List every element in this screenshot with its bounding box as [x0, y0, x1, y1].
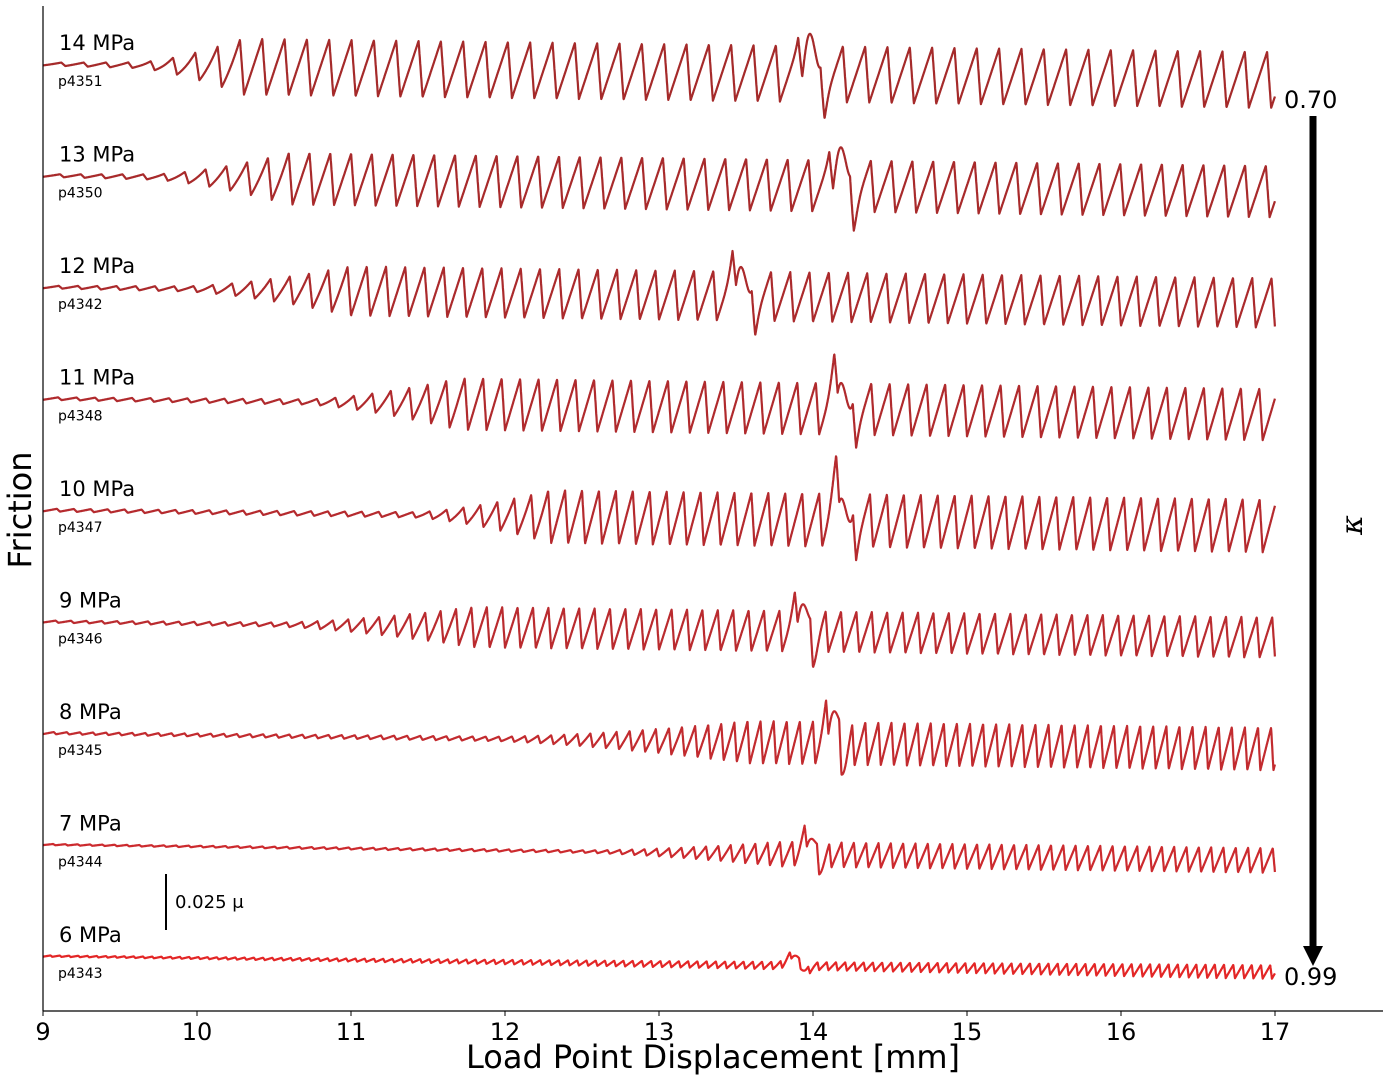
x-tick-label: 14 — [798, 1018, 829, 1046]
x-axis-label: Load Point Displacement [mm] — [466, 1038, 960, 1076]
trace-run-label: p4345 — [58, 743, 103, 759]
x-tick-label: 16 — [1106, 1018, 1137, 1046]
trace-p4344 — [42, 824, 1276, 876]
kappa-top-label: 0.70 — [1284, 86, 1337, 114]
kappa-symbol: κ — [1335, 515, 1370, 536]
trace-stress-label: 12 MPa — [59, 254, 135, 278]
x-ticks: 9 10 11 12 13 14 15 16 17 — [35, 1011, 1290, 1046]
x-tick-label: 15 — [952, 1018, 983, 1046]
trace-stress-label: 7 MPa — [59, 812, 122, 836]
traces — [42, 32, 1276, 980]
trace-p4342 — [42, 249, 1276, 336]
trace-p4345 — [42, 699, 1276, 776]
x-tick-label: 13 — [644, 1018, 675, 1046]
trace-run-label: p4343 — [58, 966, 103, 982]
trace-stress-label: 14 MPa — [59, 31, 135, 55]
trace-run-label: p4351 — [58, 74, 103, 90]
trace-stress-label: 6 MPa — [59, 923, 122, 947]
trace-run-label: p4348 — [58, 409, 103, 425]
trace-run-label: p4346 — [58, 632, 103, 648]
trace-p4350 — [42, 146, 1276, 232]
trace-stress-label: 10 MPa — [59, 477, 135, 501]
trace-labels: 14 MPa p4351 13 MPa p4350 12 MPa p4342 11 MPa p… — [58, 31, 135, 982]
trace-p4348 — [42, 353, 1276, 449]
kappa-bottom-label: 0.99 — [1284, 963, 1337, 991]
trace-p4343 — [42, 951, 1276, 980]
trace-stress-label: 13 MPa — [59, 143, 135, 167]
x-tick-label: 9 — [35, 1018, 50, 1046]
trace-run-label: p4342 — [58, 297, 103, 313]
scale-bar-label: 0.025 μ — [175, 892, 244, 913]
trace-run-label: p4350 — [58, 186, 103, 202]
trace-p4346 — [42, 591, 1276, 668]
trace-p4347 — [42, 455, 1276, 562]
kappa-arrow-head — [1303, 946, 1323, 966]
trace-stress-label: 9 MPa — [59, 589, 122, 613]
trace-p4351 — [42, 32, 1276, 119]
x-tick-label: 12 — [490, 1018, 521, 1046]
trace-run-label: p4344 — [58, 855, 103, 871]
x-tick-label: 10 — [182, 1018, 213, 1046]
x-tick-label: 17 — [1260, 1018, 1291, 1046]
trace-stress-label: 8 MPa — [59, 700, 122, 724]
trace-run-label: p4347 — [58, 520, 103, 536]
x-tick-label: 11 — [336, 1018, 367, 1046]
trace-stress-label: 11 MPa — [59, 366, 135, 390]
y-axis-label: Friction — [1, 451, 39, 568]
